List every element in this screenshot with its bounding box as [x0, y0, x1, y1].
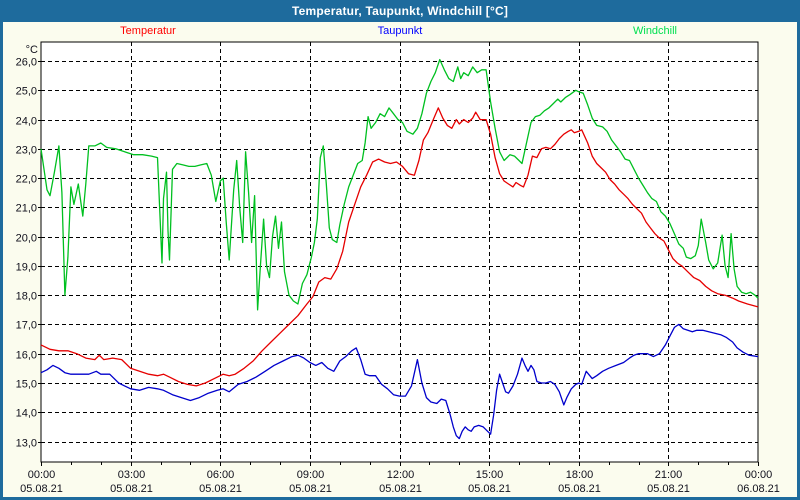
x-axis-time-label: 00:00 [28, 469, 56, 481]
x-axis-time-label: 12:00 [387, 469, 415, 481]
y-axis-label: 15,0 [16, 379, 37, 391]
window-border-bottom [0, 497, 800, 500]
plot-area [40, 41, 759, 463]
y-axis-label: 18,0 [16, 291, 37, 303]
window-border-left [0, 22, 3, 500]
taupunkt-line [40, 323, 759, 440]
x-axis-date-label: 05.08.21 [647, 483, 690, 495]
x-axis-time-label: 15:00 [476, 469, 504, 481]
window-title-bar: Temperatur, Taupunkt, Windchill [°C] [0, 0, 800, 22]
x-axis-time-label: 03:00 [118, 469, 146, 481]
y-axis-label: 22,0 [16, 174, 37, 186]
y-axis-label: 20,0 [16, 233, 37, 245]
y-axis-unit: °C [26, 44, 38, 56]
y-axis-label: 13,0 [16, 438, 37, 450]
window-border-right [797, 22, 800, 500]
legend-taupunkt: Taupunkt [377, 25, 423, 37]
x-axis-date-label: 05.08.21 [199, 483, 242, 495]
temperatur-line [40, 107, 759, 387]
x-axis-time-label: 21:00 [655, 469, 683, 481]
x-axis-date-label: 05.08.21 [558, 483, 601, 495]
x-axis-time-label: 09:00 [297, 469, 325, 481]
x-axis-date-label: 05.08.21 [468, 483, 511, 495]
y-axis-label: 19,0 [16, 262, 37, 274]
x-axis-date-label: 05.08.21 [20, 483, 63, 495]
y-axis-label: 21,0 [16, 203, 37, 215]
x-axis-time-label: 00:00 [745, 469, 773, 481]
y-axis-label: 24,0 [16, 116, 37, 128]
x-axis-date-label: 05.08.21 [379, 483, 422, 495]
x-axis-date-label: 06.08.21 [737, 483, 780, 495]
windchill-line [40, 58, 759, 311]
legend-windchill: Windchill [632, 25, 678, 37]
window-title: Temperatur, Taupunkt, Windchill [°C] [291, 4, 509, 18]
y-axis-label: 14,0 [16, 408, 37, 420]
y-axis-label: 25,0 [16, 86, 37, 98]
y-axis-label: 26,0 [16, 57, 37, 69]
y-axis-label: 16,0 [16, 350, 37, 362]
x-axis-date-label: 05.08.21 [110, 483, 153, 495]
x-axis-date-label: 05.08.21 [289, 483, 332, 495]
y-axis-label: 17,0 [16, 320, 37, 332]
y-axis-label: 23,0 [16, 145, 37, 157]
x-axis-time-label: 18:00 [566, 469, 594, 481]
legend-temperatur: Temperatur [120, 25, 176, 37]
x-axis-time-label: 06:00 [207, 469, 235, 481]
